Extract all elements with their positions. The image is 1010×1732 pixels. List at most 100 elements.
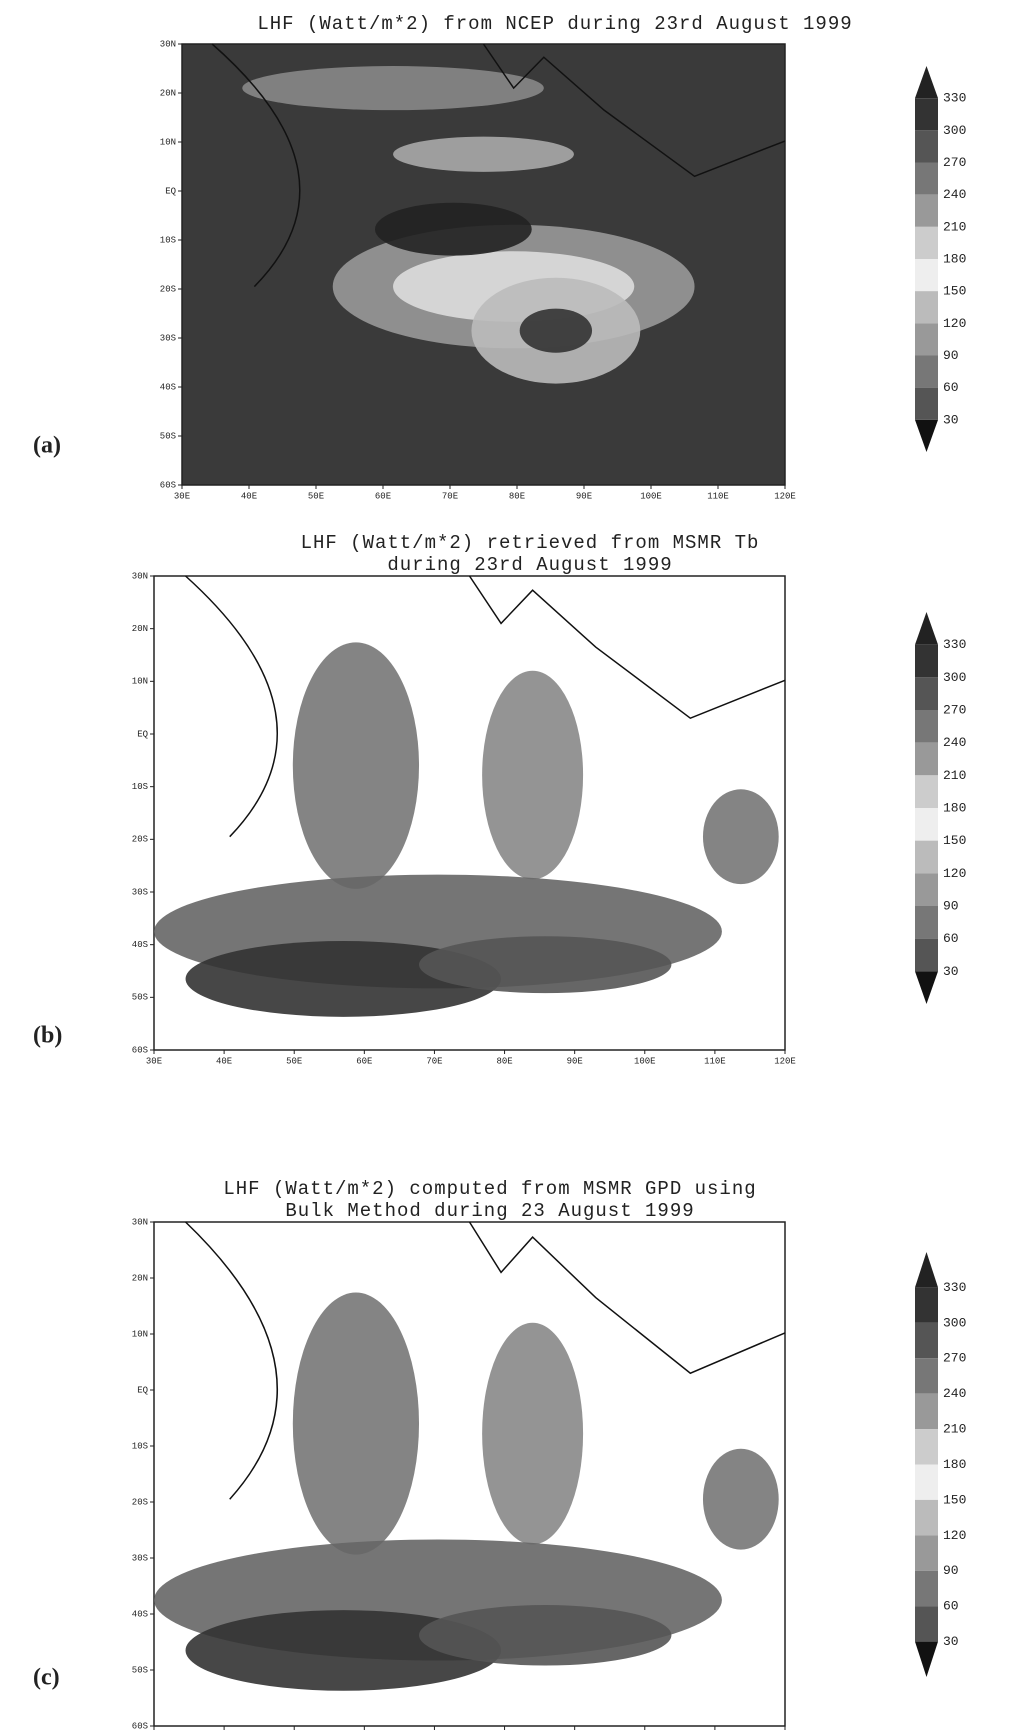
coastline xyxy=(211,43,786,288)
colorbar-segment xyxy=(915,1464,938,1500)
map-field xyxy=(419,1605,672,1666)
colorbar-segment xyxy=(915,1322,938,1359)
y-tick-label: 60S xyxy=(160,480,176,490)
colorbar-segment xyxy=(915,130,938,163)
colorbar-label: 330 xyxy=(943,637,966,652)
colorbar-segment xyxy=(915,194,938,227)
colorbar-cap xyxy=(915,419,938,452)
y-tick-label: EQ xyxy=(137,729,148,739)
colorbar-segment xyxy=(915,873,938,906)
x-tick-label: 70E xyxy=(426,1056,442,1066)
colorbar-label: 210 xyxy=(943,1422,966,1437)
colorbar-segment xyxy=(915,323,938,356)
colorbar-label: 330 xyxy=(943,1280,966,1295)
colorbar-label: 330 xyxy=(943,91,966,106)
x-tick-label: 90E xyxy=(576,491,592,501)
x-tick-label: 50E xyxy=(308,491,324,501)
colorbar-segment xyxy=(915,840,938,874)
colorbar-segment xyxy=(915,808,938,841)
colorbar-segment xyxy=(915,775,938,808)
y-tick-label: 30S xyxy=(132,887,148,897)
colorbar-cap xyxy=(915,66,938,99)
colorbar-label: 300 xyxy=(943,123,966,138)
y-tick-label: 60S xyxy=(132,1721,148,1731)
colorbar-label: 120 xyxy=(943,316,966,331)
colorbar-label: 270 xyxy=(943,1351,966,1366)
y-tick-label: 30N xyxy=(160,39,176,49)
colorbar-cap xyxy=(915,612,938,645)
coastline xyxy=(185,1221,786,1500)
map-field xyxy=(242,66,544,111)
x-tick-label: 100E xyxy=(634,1056,656,1066)
colorbar-label: 240 xyxy=(943,1386,966,1401)
colorbar-segment xyxy=(915,259,938,292)
panel-label: (a) xyxy=(33,433,61,459)
map-field xyxy=(292,1292,420,1555)
map-field xyxy=(419,936,672,994)
colorbar-label: 180 xyxy=(943,800,966,815)
y-tick-label: 50S xyxy=(160,431,176,441)
map-field xyxy=(702,1448,779,1550)
x-tick-label: 30E xyxy=(146,1056,162,1066)
y-tick-label: 10S xyxy=(132,1441,148,1451)
colorbar-label: 300 xyxy=(943,1315,966,1330)
y-tick-label: 30S xyxy=(160,333,176,343)
colorbar-label: 60 xyxy=(943,1599,959,1614)
panel-title: Bulk Method during 23 August 1999 xyxy=(285,1200,694,1222)
x-tick-label: 120E xyxy=(774,491,796,501)
colorbar-label: 180 xyxy=(943,1457,966,1472)
colorbar-segment xyxy=(915,387,938,420)
colorbar-segment xyxy=(915,355,938,388)
colorbar-label: 150 xyxy=(943,1492,966,1507)
colorbar-label: 60 xyxy=(943,380,959,395)
map-field xyxy=(702,789,779,885)
x-tick-label: 100E xyxy=(640,491,662,501)
colorbar-cap xyxy=(915,1252,938,1288)
colorbar-segment xyxy=(915,1358,938,1394)
y-tick-label: 10N xyxy=(132,1329,148,1339)
x-tick-label: 40E xyxy=(241,491,257,501)
y-tick-label: 60S xyxy=(132,1045,148,1055)
colorbar-cap xyxy=(915,971,938,1004)
panel-title: LHF (Watt/m*2) computed from MSMR GPD us… xyxy=(223,1178,756,1200)
x-tick-label: 50E xyxy=(286,1056,302,1066)
colorbar-segment xyxy=(915,742,938,776)
y-tick-label: 30N xyxy=(132,1217,148,1227)
colorbar-segment xyxy=(915,677,938,710)
y-tick-label: 20S xyxy=(160,284,176,294)
map-field xyxy=(482,670,584,880)
y-tick-label: 40S xyxy=(160,382,176,392)
colorbar-segment xyxy=(915,1287,938,1323)
y-tick-label: EQ xyxy=(165,186,176,196)
colorbar-label: 150 xyxy=(943,833,966,848)
y-tick-label: 50S xyxy=(132,993,148,1003)
colorbar-label: 210 xyxy=(943,768,966,783)
colorbar-segment xyxy=(915,1393,938,1430)
colorbar-segment xyxy=(915,162,938,195)
colorbar-label: 120 xyxy=(943,1528,966,1543)
colorbar-cap xyxy=(915,1641,938,1677)
colorbar-label: 240 xyxy=(943,735,966,750)
x-tick-label: 110E xyxy=(707,491,729,501)
colorbar-segment xyxy=(915,1535,938,1571)
map-field xyxy=(374,202,532,256)
y-tick-label: 20S xyxy=(132,1497,148,1507)
panel-title: during 23rd August 1999 xyxy=(387,554,672,576)
colorbar-segment xyxy=(915,906,938,939)
colorbar-segment xyxy=(915,1570,938,1607)
y-tick-label: 20N xyxy=(132,624,148,634)
colorbar-label: 270 xyxy=(943,702,966,717)
map-field xyxy=(482,1322,584,1545)
y-tick-label: EQ xyxy=(137,1385,148,1395)
colorbar-segment xyxy=(915,1429,938,1465)
colorbar-segment xyxy=(915,1606,938,1642)
y-tick-label: 50S xyxy=(132,1665,148,1675)
colorbar-label: 210 xyxy=(943,219,966,234)
y-tick-label: 40S xyxy=(132,940,148,950)
x-tick-label: 90E xyxy=(567,1056,583,1066)
y-tick-label: 20N xyxy=(132,1273,148,1283)
colorbar-segment xyxy=(915,644,938,678)
x-tick-label: 80E xyxy=(509,491,525,501)
y-tick-label: 20S xyxy=(132,835,148,845)
